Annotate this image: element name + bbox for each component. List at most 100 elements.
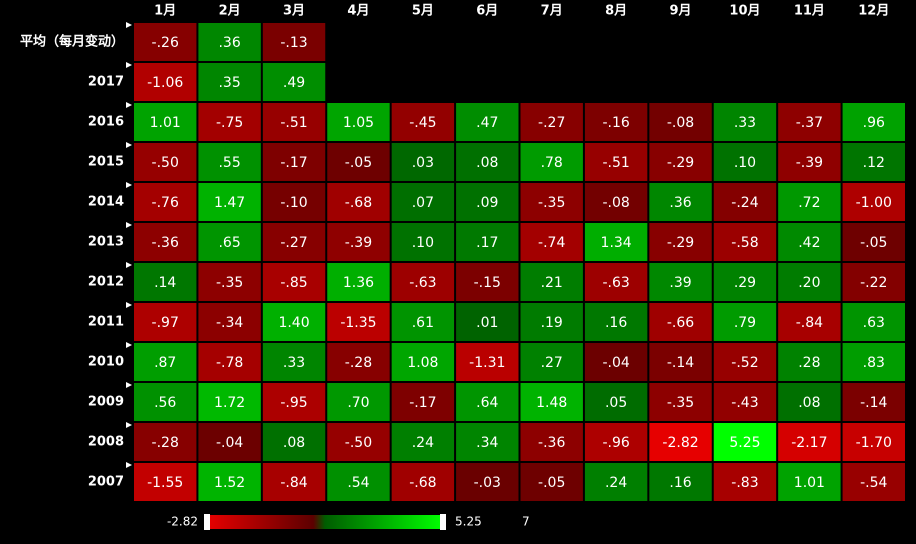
heat-cell (198, 383, 261, 421)
cell-label: 1.08 (407, 355, 438, 371)
row-marker (126, 22, 132, 28)
cell-label: -.03 (474, 475, 501, 491)
heat-cell (134, 23, 197, 61)
cell-label: .08 (798, 395, 820, 411)
heat-cell (262, 143, 326, 181)
heat-cell (778, 223, 841, 261)
heat-cell (584, 103, 648, 141)
row-marker (126, 382, 132, 388)
cell-label: .20 (798, 275, 820, 291)
heat-cell (391, 223, 455, 261)
heat-cell (842, 263, 905, 301)
heat-cell (198, 63, 261, 101)
cell-label: .16 (605, 315, 627, 331)
column-label: 7月 (541, 4, 563, 19)
cell-label: -.15 (474, 275, 501, 291)
cell-label: -1.31 (469, 355, 505, 371)
row-marker (126, 262, 132, 268)
cell-label: .83 (863, 355, 885, 371)
heat-cell (456, 263, 519, 301)
cell-label: -2.82 (662, 435, 698, 451)
row-marker (126, 182, 132, 188)
heat-cell (713, 223, 777, 261)
cell-label: .87 (154, 355, 176, 371)
heat-cell (713, 263, 777, 301)
cell-label: .09 (476, 195, 498, 211)
cell-label: -.35 (538, 195, 565, 211)
heat-cell (327, 223, 390, 261)
heat-cell (134, 63, 197, 101)
heat-cell (198, 463, 261, 501)
cell-label: -.50 (345, 435, 372, 451)
cell-label: .78 (541, 155, 563, 171)
heat-cell (520, 383, 583, 421)
heat-cell (713, 303, 777, 341)
cell-label: .65 (218, 235, 240, 251)
cell-label: .49 (283, 75, 305, 91)
cell-label: .39 (669, 275, 691, 291)
heat-cell (262, 463, 326, 501)
heat-cell (198, 143, 261, 181)
cell-label: .55 (218, 155, 240, 171)
heat-cell (842, 463, 905, 501)
cell-label: .10 (412, 235, 434, 251)
heat-cell (584, 303, 648, 341)
cell-label: -.29 (667, 155, 694, 171)
cell-label: .21 (541, 275, 563, 291)
heat-cell (456, 183, 519, 221)
cell-label: 5.25 (729, 435, 760, 451)
heat-cell (778, 423, 841, 461)
cell-label: -.10 (280, 195, 307, 211)
cell-label: -2.17 (791, 435, 827, 451)
heat-cell (713, 423, 777, 461)
heat-cell (262, 183, 326, 221)
heat-cell (134, 223, 197, 261)
cell-label: -.74 (538, 235, 565, 251)
heat-cell (584, 223, 648, 261)
heat-cell (391, 463, 455, 501)
row-marker (126, 302, 132, 308)
row-marker (126, 342, 132, 348)
heat-cell (134, 103, 197, 141)
cell-label: -.28 (152, 435, 179, 451)
cell-label: .70 (347, 395, 369, 411)
legend-gradient (208, 515, 442, 529)
heat-cell (327, 383, 390, 421)
heat-cell (584, 423, 648, 461)
cell-label: .34 (476, 435, 498, 451)
heat-cell (713, 343, 777, 381)
cell-label: .33 (734, 115, 756, 131)
cell-label: -.22 (860, 275, 887, 291)
legend-handle (440, 514, 446, 530)
cell-label: -.39 (345, 235, 372, 251)
cell-label: -.04 (602, 355, 629, 371)
cell-label: .08 (283, 435, 305, 451)
heat-cell (391, 143, 455, 181)
cell-label: -.50 (152, 155, 179, 171)
heat-cell (456, 103, 519, 141)
heat-cell (262, 423, 326, 461)
heat-cell (456, 463, 519, 501)
cell-label: -.63 (409, 275, 436, 291)
heat-cell (778, 343, 841, 381)
cell-label: 1.36 (343, 275, 374, 291)
heat-cell (262, 303, 326, 341)
cell-label: -.08 (602, 195, 629, 211)
cell-label: -.96 (602, 435, 629, 451)
heat-cell (134, 343, 197, 381)
cell-label: .79 (734, 315, 756, 331)
heat-cell (649, 183, 712, 221)
heat-cell (584, 183, 648, 221)
legend-max-label: 5.25 (455, 515, 482, 529)
cell-label: .19 (541, 315, 563, 331)
column-label: 12月 (858, 4, 889, 19)
heat-cell (842, 103, 905, 141)
cell-label: -1.35 (340, 315, 376, 331)
cell-label: 1.48 (536, 395, 567, 411)
heat-cell (198, 423, 261, 461)
cell-label: .47 (476, 115, 498, 131)
row-label: 2007 (88, 475, 124, 490)
heat-cell (778, 143, 841, 181)
heat-cell (134, 303, 197, 341)
